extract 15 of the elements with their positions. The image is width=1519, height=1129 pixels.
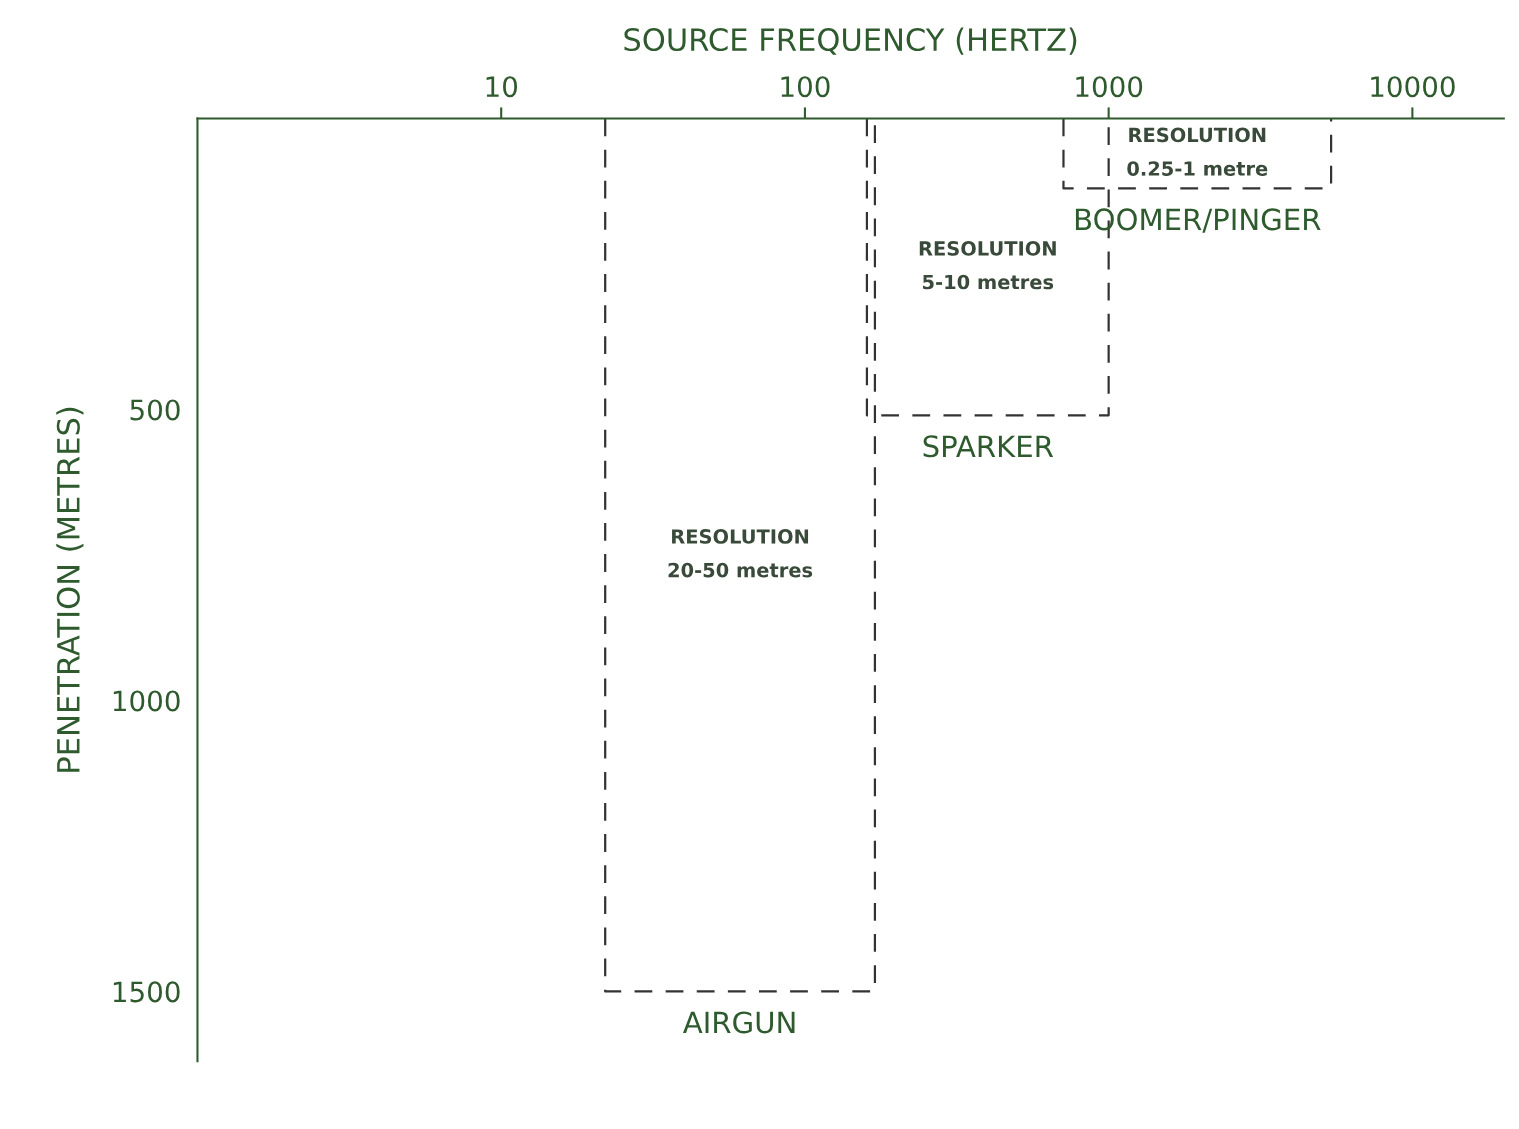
series-label: AIRGUN	[682, 1011, 795, 1034]
x-tick-label: 10000	[1371, 76, 1455, 98]
annotation: RESOLUTION 5-10 metres	[919, 241, 1056, 290]
annotation: RESOLUTION 0.25-1 metre	[1127, 127, 1268, 176]
annotation: RESOLUTION 20-50 metres	[668, 529, 813, 578]
y-tick-label: 1500	[113, 981, 180, 1003]
y-tick-label: 1000	[113, 690, 180, 712]
x-tick-label: 1000	[1076, 76, 1143, 98]
x-tick-label: 100	[781, 76, 830, 98]
series-label: SPARKER	[923, 435, 1054, 458]
y-tick-label: 500	[130, 399, 180, 421]
y-axis-title: PENETRATION (METRES)	[56, 407, 84, 772]
x-tick-label: 10	[486, 76, 518, 98]
x-axis-title: SOURCE FREQUENCY (HERTZ)	[624, 27, 1077, 55]
series-label: BOOMER/PINGER	[1075, 208, 1321, 233]
